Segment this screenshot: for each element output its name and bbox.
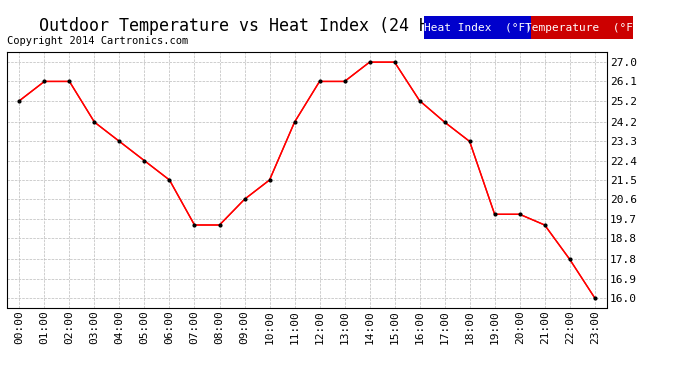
Text: Heat Index  (°F): Heat Index (°F) (424, 23, 532, 33)
Text: Copyright 2014 Cartronics.com: Copyright 2014 Cartronics.com (7, 36, 188, 46)
Text: Temperature  (°F): Temperature (°F) (525, 23, 640, 33)
Text: Outdoor Temperature vs Heat Index (24 Hours) 20141229: Outdoor Temperature vs Heat Index (24 Ho… (39, 17, 569, 35)
